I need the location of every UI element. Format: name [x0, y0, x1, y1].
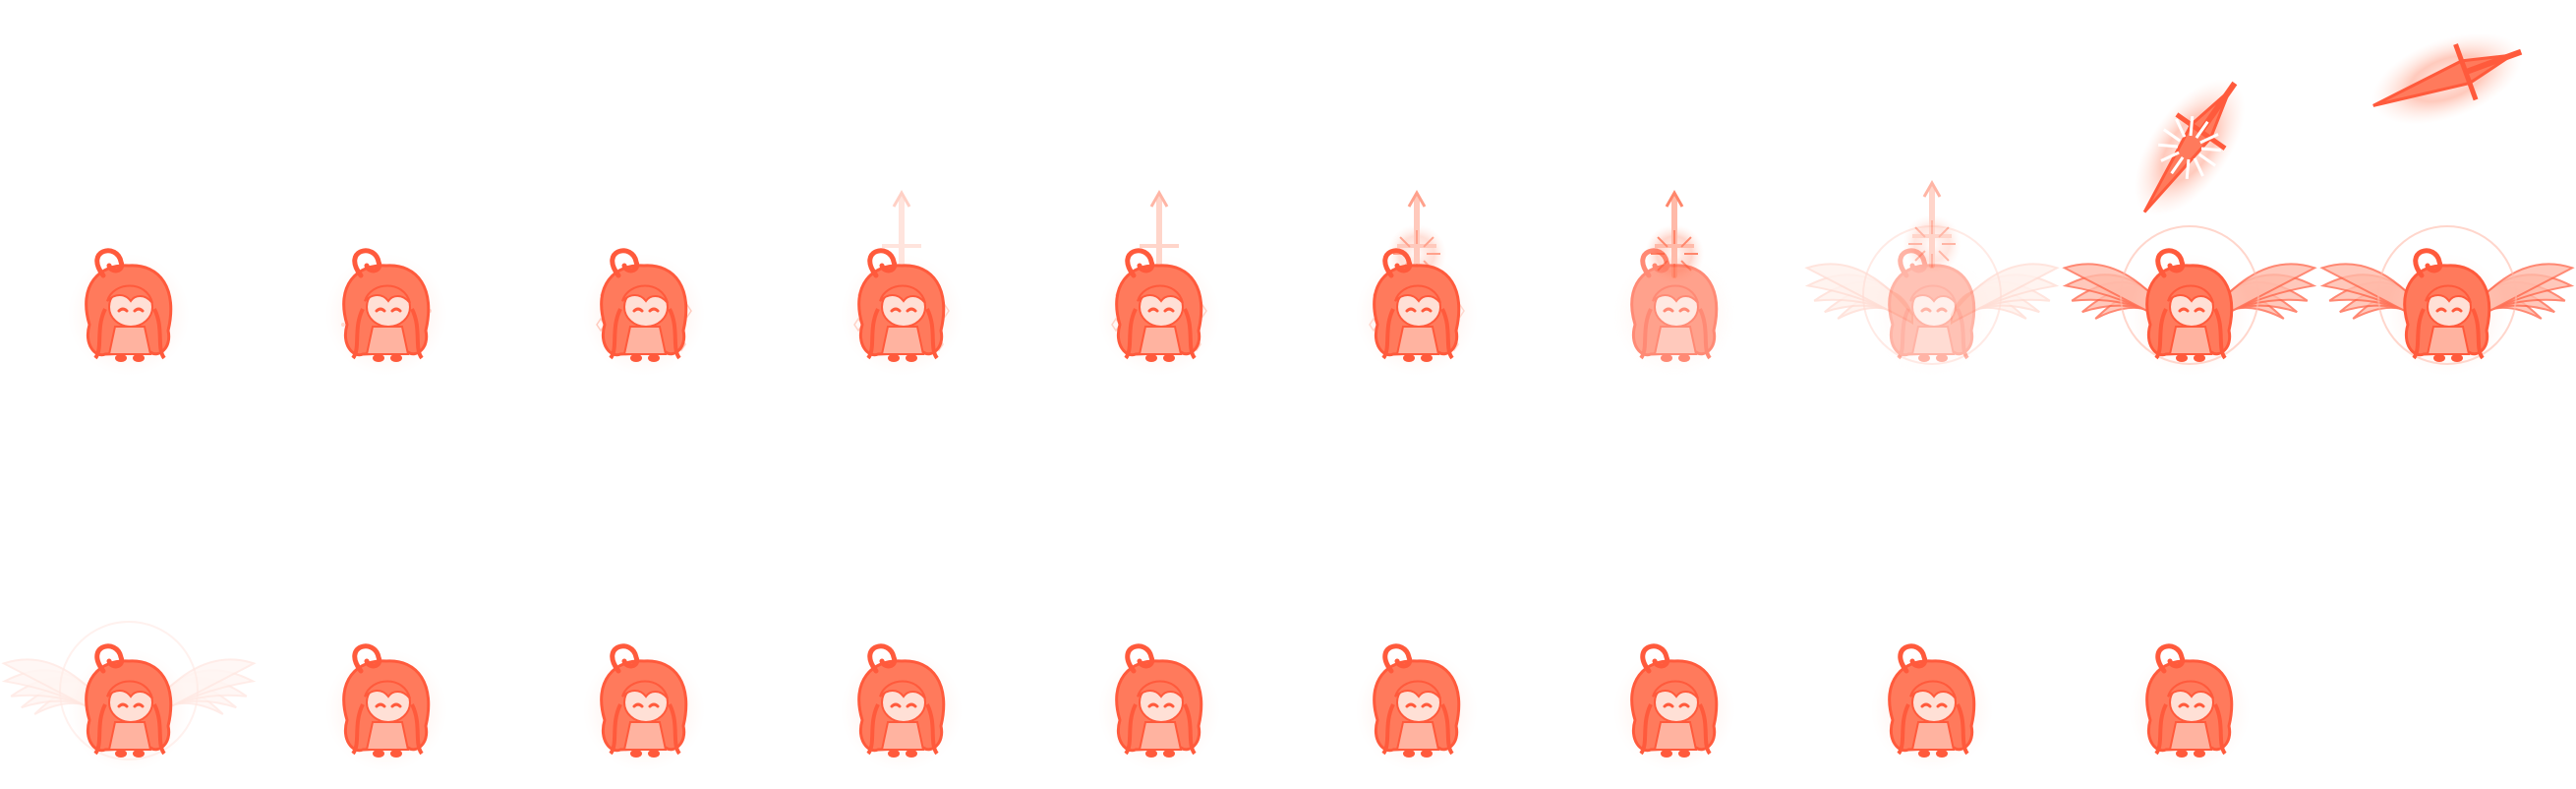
character-sprite [1871, 643, 1993, 771]
sprite-frame [773, 395, 1030, 789]
sprite-frame [1288, 0, 1546, 394]
character-sprite [1356, 248, 1478, 376]
sprite-frame [773, 0, 1030, 394]
sprite-frame [2318, 0, 2576, 394]
character-sprite [1871, 248, 1993, 376]
sprite-frame [1030, 395, 1288, 789]
great-sword-effect [2371, 32, 2523, 125]
sprite-frame-canvas [325, 643, 447, 771]
sprite-frame-canvas [1098, 189, 1220, 376]
sprite-frame-canvas [1613, 643, 1735, 771]
sprite-frame-canvas [1804, 179, 2060, 376]
character-sprite [325, 248, 447, 376]
sprite-frame-canvas [2129, 643, 2251, 771]
great-sword-effect [2134, 79, 2246, 216]
sprite-frame-canvas [1356, 189, 1478, 376]
character-sprite [583, 643, 705, 771]
sprite-frame-canvas [325, 248, 447, 376]
sprite-frame-canvas [2062, 79, 2317, 376]
sprite-frame [515, 0, 773, 394]
sprite-frame [258, 395, 515, 789]
sprite-frame-canvas [1098, 643, 1220, 771]
character-sprite [2129, 643, 2251, 771]
sprite-frame-canvas [1613, 189, 1735, 376]
character-sprite [325, 643, 447, 771]
character-sprite [841, 248, 963, 376]
character-sprite [68, 643, 190, 771]
sprite-frame-canvas [68, 248, 190, 376]
sprite-frame [1546, 395, 1803, 789]
character-sprite [583, 248, 705, 376]
sprite-frame-canvas [583, 643, 705, 771]
sprite-frame [1803, 395, 2061, 789]
sprite-frame [258, 0, 515, 394]
sprite-frame [0, 0, 258, 394]
character-sprite [1356, 643, 1478, 771]
sprite-frame [1546, 0, 1803, 394]
sprite-frame-canvas [841, 643, 963, 771]
sprite-frame-canvas [1, 621, 257, 771]
sprite-frame-canvas [583, 248, 705, 376]
sprite-frame-canvas [2319, 32, 2575, 376]
sprite-frame-canvas [1356, 643, 1478, 771]
character-sprite [1613, 248, 1735, 376]
sprite-frame [1288, 395, 1546, 789]
sprite-frame-canvas [1871, 643, 1993, 771]
character-sprite [68, 248, 190, 376]
character-sprite [2129, 248, 2251, 376]
character-sprite [841, 643, 963, 771]
sprite-frame [1030, 0, 1288, 394]
sprite-frame [2061, 395, 2318, 789]
sprite-frame-canvas [841, 189, 963, 376]
sprite-frame [1803, 0, 2061, 394]
character-sprite [1098, 643, 1220, 771]
sprite-frame [515, 395, 773, 789]
character-sprite [1098, 248, 1220, 376]
character-sprite [1613, 643, 1735, 771]
sprite-frame [2061, 0, 2318, 394]
sprite-frame [0, 395, 258, 789]
character-sprite [2386, 248, 2508, 376]
